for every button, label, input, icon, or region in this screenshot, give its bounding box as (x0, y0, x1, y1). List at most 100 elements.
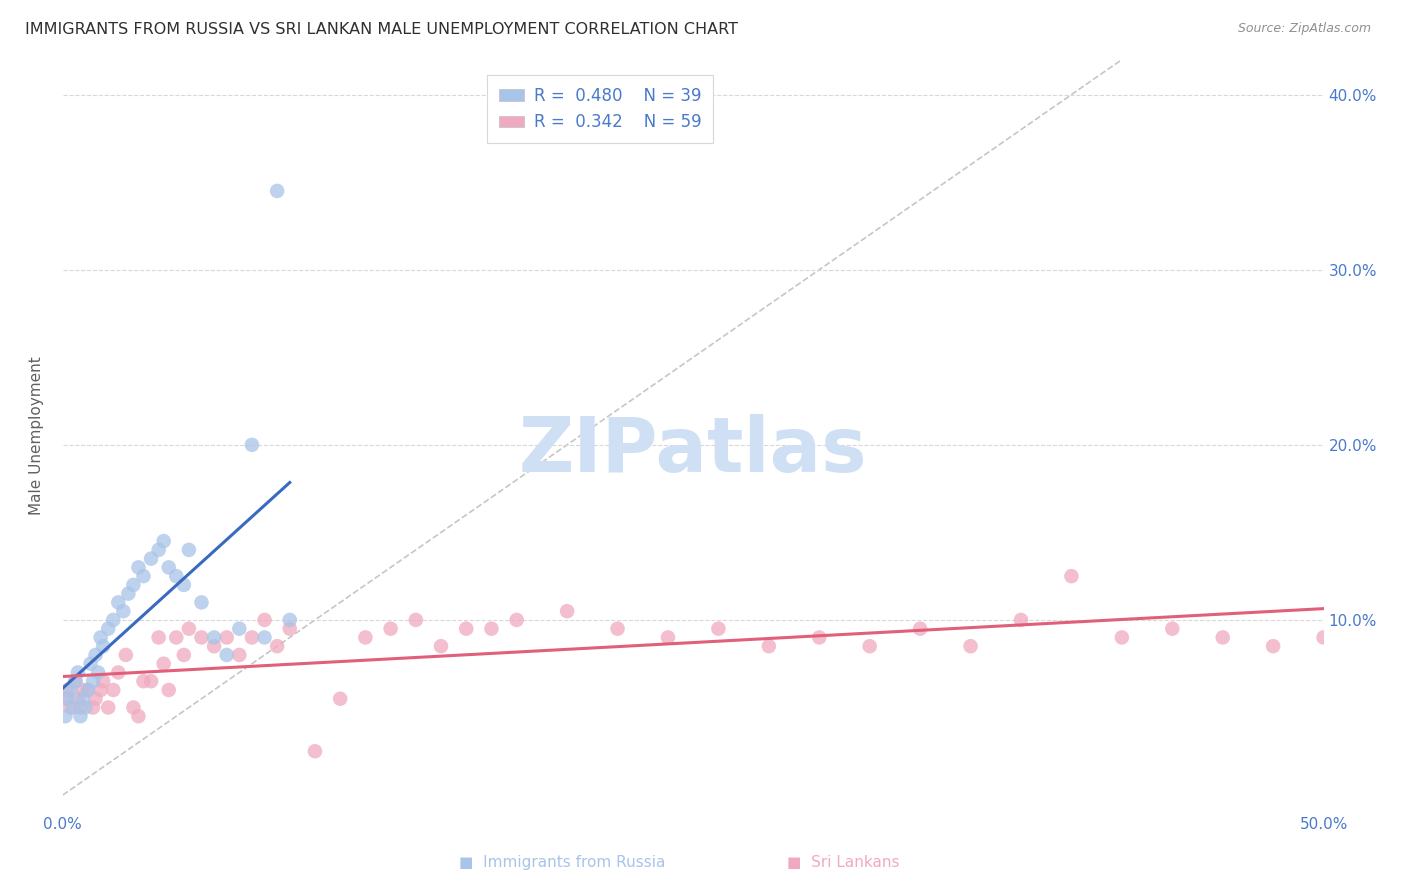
Point (103, 613, 125, 627)
Point (304, 744, 326, 758)
Point (107, 595, 129, 609)
Point (228, 648, 250, 662)
Point (758, 639, 780, 653)
Point (127, 709, 149, 723)
Point (456, 622, 478, 636)
Point (77, 683, 100, 698)
Point (190, 595, 212, 609)
Point (1161, 622, 1184, 636)
Point (606, 622, 628, 636)
Point (97, 622, 120, 636)
Point (107, 665, 129, 680)
Point (657, 631, 679, 645)
Point (152, 657, 174, 671)
Point (132, 569, 155, 583)
Point (329, 691, 352, 706)
Point (908, 622, 931, 636)
Text: IMMIGRANTS FROM RUSSIA VS SRI LANKAN MALE UNEMPLOYMENT CORRELATION CHART: IMMIGRANTS FROM RUSSIA VS SRI LANKAN MAL… (25, 22, 738, 37)
Y-axis label: Male Unemployment: Male Unemployment (30, 357, 44, 516)
Point (202, 631, 225, 645)
Point (115, 648, 138, 662)
Point (87, 665, 110, 680)
Point (97, 700, 120, 714)
Point (1010, 613, 1032, 627)
Point (82, 674, 104, 689)
Point (1212, 631, 1234, 645)
Point (215, 631, 238, 645)
Point (430, 639, 453, 653)
Point (112, 604, 135, 618)
Point (56, 683, 79, 698)
Point (66, 665, 89, 680)
Point (405, 613, 427, 627)
Point (66, 691, 89, 706)
Point (481, 622, 503, 636)
Point (72, 691, 94, 706)
Point (122, 700, 145, 714)
Point (77, 683, 100, 698)
Point (505, 613, 527, 627)
Point (157, 560, 180, 574)
Point (215, 648, 238, 662)
Point (278, 622, 301, 636)
Point (152, 534, 174, 549)
Text: Source: ZipAtlas.com: Source: ZipAtlas.com (1237, 22, 1371, 36)
Point (1312, 631, 1334, 645)
Point (1263, 639, 1285, 653)
Point (90, 683, 112, 698)
Point (240, 438, 263, 452)
Point (91, 674, 114, 689)
Point (253, 613, 276, 627)
Point (157, 683, 180, 698)
Point (808, 631, 831, 645)
Point (228, 622, 250, 636)
Point (56, 691, 79, 706)
Point (165, 631, 187, 645)
Point (148, 542, 170, 557)
Point (266, 184, 288, 198)
Point (177, 542, 200, 557)
Point (859, 639, 882, 653)
Point (72, 683, 94, 698)
Point (122, 578, 145, 592)
Point (139, 674, 162, 689)
Point (959, 639, 981, 653)
Point (266, 639, 288, 653)
Point (84, 691, 107, 706)
Point (62, 700, 84, 714)
Legend: R =  0.480    N = 39, R =  0.342    N = 59: R = 0.480 N = 39, R = 0.342 N = 59 (488, 76, 713, 143)
Point (1060, 569, 1083, 583)
Point (65, 674, 87, 689)
Point (84, 648, 107, 662)
Point (91, 639, 114, 653)
Point (59, 700, 82, 714)
Point (190, 631, 212, 645)
Point (69, 700, 91, 714)
Point (82, 700, 104, 714)
Point (1111, 631, 1133, 645)
Text: ■  Sri Lankans: ■ Sri Lankans (787, 855, 900, 870)
Point (354, 631, 377, 645)
Point (165, 569, 187, 583)
Point (707, 622, 730, 636)
Point (90, 631, 112, 645)
Point (555, 604, 578, 618)
Point (380, 622, 402, 636)
Point (148, 631, 170, 645)
Point (59, 683, 82, 698)
Point (69, 709, 91, 723)
Point (117, 587, 139, 601)
Point (253, 631, 276, 645)
Point (240, 631, 263, 645)
Point (132, 674, 155, 689)
Point (173, 578, 195, 592)
Point (139, 551, 162, 566)
Point (79, 657, 101, 671)
Point (53, 691, 76, 706)
Point (127, 560, 149, 574)
Point (278, 613, 301, 627)
Point (65, 674, 87, 689)
Point (103, 683, 125, 698)
Point (75, 700, 97, 714)
Point (202, 639, 225, 653)
